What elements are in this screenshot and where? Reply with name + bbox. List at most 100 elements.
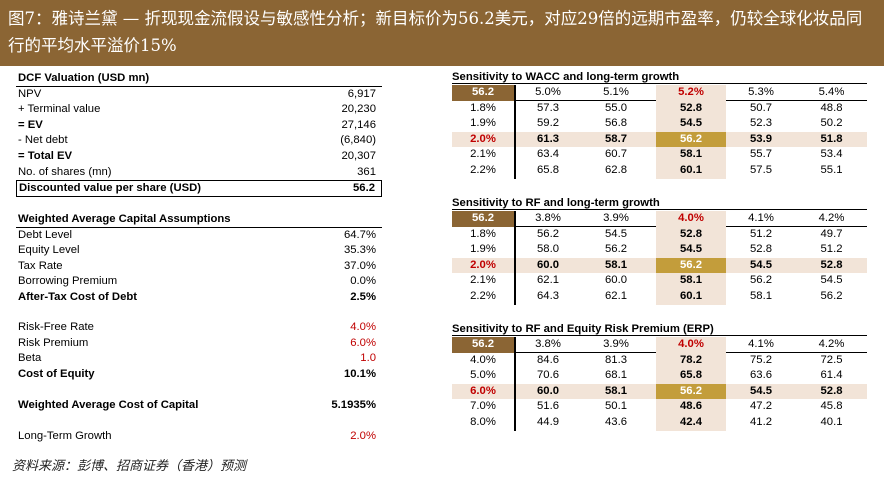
sensitivity-divider <box>514 337 516 431</box>
sensitivity-cell: 43.6 <box>605 416 627 428</box>
dcf-row-label: + Terminal value <box>18 103 101 116</box>
wacc-row-label: Tax Rate <box>18 259 63 272</box>
dcf-row-label: = EV <box>18 118 43 131</box>
sensitivity-cell: 54.5 <box>820 274 843 287</box>
dcf-row-label: = Total EV <box>18 150 73 162</box>
ltg-label: Long-Term Growth <box>18 429 112 442</box>
sensitivity-cell: 60.7 <box>605 148 627 161</box>
sensitivity-cell: 68.1 <box>605 369 627 382</box>
wacc-row-label: Debt Level <box>18 228 73 241</box>
sensitivity-cell: 65.8 <box>537 164 559 176</box>
sensitivity-cell: 54.5 <box>750 384 772 397</box>
sensitivity-cell: 50.1 <box>605 400 627 413</box>
sensitivity-col-header: 3.8% <box>535 338 561 350</box>
wacc-total-value: 5.1935% <box>331 399 376 411</box>
dcf-row-label: - Net debt <box>18 134 68 147</box>
sensitivity-row: 7.0% 51.6 50.1 48.6 47.2 45.8 <box>452 399 867 415</box>
sensitivity-row: 1.8% 56.2 54.5 52.8 51.2 49.7 <box>452 226 867 243</box>
wacc-total-label: Weighted Average Cost of Capital <box>18 399 199 411</box>
wacc-row-value: 4.0% <box>350 321 376 333</box>
sensitivity-cell: 50.2 <box>820 117 843 130</box>
sensitivity-cell: 41.2 <box>750 416 772 428</box>
sensitivity-cell: 64.3 <box>537 290 559 302</box>
sensitivity-divider <box>514 85 516 179</box>
sensitivity-cell: 57.3 <box>537 101 559 114</box>
dcf-row: = EV 27,146 <box>16 118 382 134</box>
sensitivity-cell: 60.0 <box>537 258 559 271</box>
dcf-row-value: 20,230 <box>341 103 376 116</box>
ltg-value: 2.0% <box>350 429 376 442</box>
sensitivity-row-header: 4.0% <box>470 353 496 366</box>
sensitivity-row-header: 2.2% <box>470 164 496 176</box>
sensitivity-cell: 81.3 <box>605 353 627 366</box>
sensitivity-row-header: 1.8% <box>470 101 496 114</box>
wacc-header: Weighted Average Capital Assumptions <box>16 212 382 228</box>
sensitivity-cell: 52.8 <box>820 384 843 397</box>
sensitivity-cell: 61.4 <box>820 369 843 382</box>
sensitivity-cell: 55.7 <box>750 148 772 161</box>
sensitivity-row-header: 2.1% <box>470 274 496 287</box>
sensitivity-row-header: 6.0% <box>470 384 496 397</box>
sensitivity-table-rf-erp: Sensitivity to RF and Equity Risk Premiu… <box>452 322 867 434</box>
sensitivity-cell: 62.1 <box>537 274 559 287</box>
wacc-row: Tax Rate 37.0% <box>16 259 382 275</box>
sensitivity-cell: 56.2 <box>656 131 726 148</box>
dcf-row: No. of shares (mn) 361 <box>16 165 382 181</box>
sensitivity-cell: 63.6 <box>750 369 772 382</box>
sensitivity-cell: 58.1 <box>656 147 726 163</box>
sensitivity-row-header: 8.0% <box>470 416 496 428</box>
sensitivity-col-header: 3.9% <box>603 212 629 224</box>
sensitivity-header-row: 56.2 3.8% 3.9% 4.0% 4.1% 4.2% <box>452 337 867 353</box>
sensitivity-row-header: 1.9% <box>470 117 496 130</box>
sensitivity-corner-value: 56.2 <box>452 337 514 353</box>
sensitivity-row: 1.8% 57.3 55.0 52.8 50.7 48.8 <box>452 100 867 117</box>
sensitivity-title: Sensitivity to RF and Equity Risk Premiu… <box>452 322 867 336</box>
sensitivity-col-header: 5.0% <box>535 86 561 98</box>
sensitivity-cell: 54.5 <box>656 242 726 258</box>
wacc-header-label: Weighted Average Capital Assumptions <box>18 213 231 225</box>
sensitivity-cell: 48.8 <box>820 101 843 114</box>
sensitivity-cell: 54.5 <box>750 258 772 271</box>
sensitivity-title: Sensitivity to WACC and long-term growth <box>452 70 867 84</box>
sensitivity-cell: 78.2 <box>656 352 726 369</box>
sensitivity-cell: 72.5 <box>820 353 843 366</box>
sensitivity-cell: 60.1 <box>656 289 726 305</box>
sensitivity-table-wacc-ltg: Sensitivity to WACC and long-term growth… <box>452 70 867 182</box>
per-share-value: 56.2 <box>353 182 375 194</box>
wacc-row-label: Risk Premium <box>18 336 89 349</box>
sensitivity-row: 1.9% 58.0 56.2 54.5 52.8 51.2 <box>452 242 867 258</box>
sensitivity-cell: 61.3 <box>537 132 559 145</box>
wacc-row: Debt Level 64.7% <box>16 228 382 244</box>
wacc-row: Risk Premium 6.0% <box>16 336 382 352</box>
sensitivity-cell: 53.9 <box>750 132 772 145</box>
wacc-row-value: 0.0% <box>350 275 376 288</box>
wacc-row: Cost of Equity 10.1% <box>16 367 382 383</box>
wacc-row-value: 6.0% <box>350 336 376 349</box>
dcf-row-value: 6,917 <box>347 87 376 100</box>
sensitivity-row: 4.0% 84.6 81.3 78.2 75.2 72.5 <box>452 352 867 369</box>
sensitivity-cell: 52.8 <box>750 243 772 256</box>
sensitivity-cell: 51.8 <box>820 132 843 145</box>
sensitivity-cell: 59.2 <box>537 117 559 130</box>
sensitivity-col-header: 5.3% <box>748 86 774 98</box>
sensitivity-cell: 51.2 <box>820 243 843 256</box>
wacc-row: Borrowing Premium 0.0% <box>16 274 382 290</box>
sensitivity-cell: 58.1 <box>656 273 726 289</box>
dcf-header-label: DCF Valuation (USD mn) <box>18 72 150 84</box>
sensitivity-cell: 52.3 <box>750 117 772 130</box>
per-share-value-row: Discounted value per share (USD) 56.2 <box>16 180 382 197</box>
sensitivity-cell: 56.2 <box>656 383 726 400</box>
sensitivity-cell: 57.5 <box>750 164 772 176</box>
sensitivity-cell: 56.2 <box>750 274 772 287</box>
dcf-row-value: 20,307 <box>341 150 376 162</box>
sensitivity-row: 8.0% 44.9 43.6 42.4 41.2 40.1 <box>452 415 867 431</box>
sensitivity-cell: 49.7 <box>820 227 843 240</box>
sensitivity-cell: 55.0 <box>605 101 627 114</box>
dcf-row-label: NPV <box>18 87 42 100</box>
dcf-header: DCF Valuation (USD mn) <box>16 71 382 87</box>
sensitivity-cell: 70.6 <box>537 369 559 382</box>
sensitivity-cell: 84.6 <box>537 353 559 366</box>
ltg-row: Long-Term Growth 2.0% <box>16 429 382 445</box>
sensitivity-cell: 56.8 <box>605 117 627 130</box>
wacc-row: Beta 1.0 <box>16 351 382 367</box>
